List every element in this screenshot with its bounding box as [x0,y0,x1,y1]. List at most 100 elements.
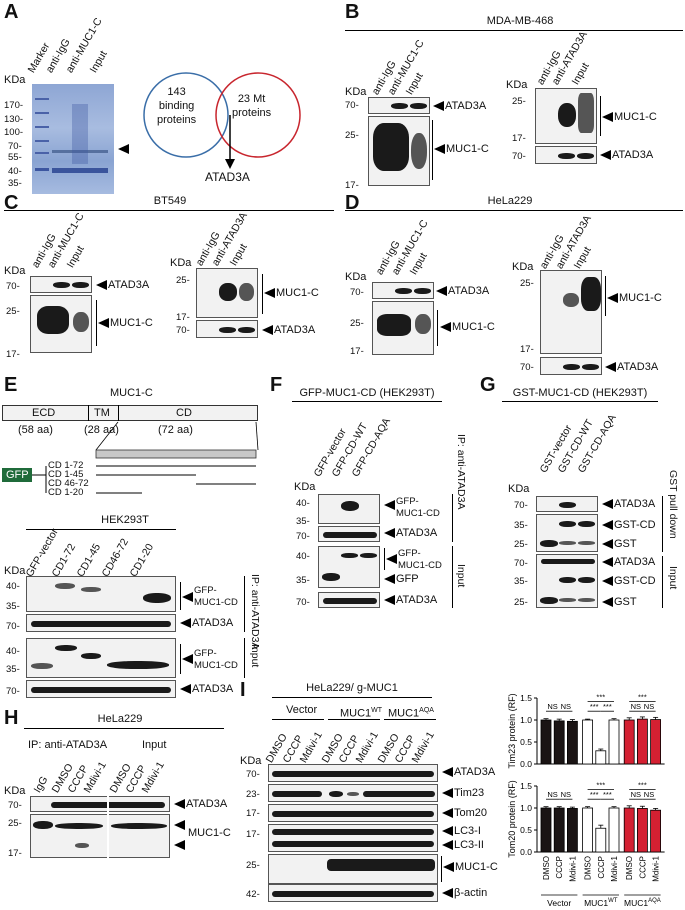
blot-strip [268,824,438,852]
group-rule [384,719,436,720]
cell-line: HEK293T [101,514,149,526]
bracket [96,300,97,346]
lane-label: Mdivi-1 [409,729,437,765]
arrow [605,362,616,372]
lane-label: Mdivi-1 [139,759,167,795]
mw-marker: 17- [176,312,190,323]
x-tick-label: DMSO [584,856,593,880]
blot-strip [196,320,258,338]
band-label: MUC1-C [188,827,231,839]
kda-label: KDa [4,74,26,86]
bar [595,750,607,765]
kda-label: KDa [345,86,367,98]
y-tick-label: 0.5 [520,825,532,835]
side-label: Input [249,644,261,668]
band-label: ATAD3A [192,617,234,629]
kda-label: KDa [345,271,367,283]
band-label: ATAD3A [186,798,228,810]
significance-label: *** [603,702,612,711]
mw-marker: 70- [176,325,190,336]
blot-strip [536,514,598,552]
mw-marker: 35- [8,178,22,189]
significance-label: *** [603,790,612,799]
bar [582,719,593,765]
arrow [182,654,193,664]
construct-label: CD 1-45 [48,469,84,480]
mw-marker: 70- [246,769,260,780]
bracket [180,582,181,610]
band-label: GST-CD [614,519,656,531]
gfp-label: GFP [6,469,29,481]
arrow [434,144,445,154]
band-label: ATAD3A [612,149,654,161]
panel-title: GFP-MUC1-CD (HEK293T) [299,387,435,399]
group-label: Vector [547,898,571,908]
band-label: ATAD3A [614,498,656,510]
arrow [442,888,453,898]
arrow [600,150,611,160]
side-rule [244,638,245,678]
mw-marker: 17- [345,180,359,191]
domain-label: ECD [32,407,56,419]
group-label: MUC1AQA [388,707,434,720]
kda-label: KDa [170,257,192,269]
title-rule [26,529,176,530]
panel-a-letter: A [4,1,19,23]
arrow [442,788,453,798]
blot-strip [540,357,602,375]
bar [608,807,620,853]
arrow [180,684,191,694]
x-tick-label: DMSO [542,856,551,880]
blot-strip [30,295,92,353]
mw-marker: 70- [520,362,534,373]
band-label: MUC1-C [452,321,495,333]
panel-title: HeLa229 [487,195,533,207]
mw-marker: 70- [345,100,359,111]
band-label: LC3-I [454,825,481,837]
arrow [607,293,618,303]
significance-label: NS [631,702,641,711]
kda-label: KDa [4,265,26,277]
blot-strip [26,614,176,632]
panel-i-letter: I [240,679,246,701]
lane-divider [107,796,109,858]
band-label: LC3-II [454,839,484,851]
blot-strip [26,576,176,612]
side-label: GST pull down [667,470,679,539]
lane-label: Mdivi-1 [81,759,109,795]
blot-strip [368,116,430,186]
side-rule [662,556,663,608]
band-label: ATAD3A [448,285,490,297]
bracket [605,276,606,316]
kda-label: KDa [4,785,26,797]
group-label: MUC1WT [340,707,383,720]
title-rule [345,30,683,31]
venn-right-text: 23 Mt proteins [232,93,272,119]
band-label: Tom20 [454,807,488,819]
lane-label: IgG [31,774,51,795]
band-label: Tim23 [454,787,485,799]
mw-marker: 35- [514,576,528,587]
bar [608,719,620,765]
mw-marker: 35- [296,516,310,527]
band-label: ATAD3A [108,279,150,291]
bracket [180,644,181,674]
band-label: ATAD3A [614,556,656,568]
band-label: MUC1-C [446,143,489,155]
bar [553,720,565,765]
mw-marker: 25- [8,818,22,829]
band-label: β-actin [454,887,488,899]
y-tick-label: 0.5 [520,737,532,747]
y-tick-label: 1.0 [520,803,532,813]
mw-marker: 170- [4,100,24,111]
mw-marker: 35- [514,520,528,531]
mw-marker: 42- [246,889,260,900]
significance-label: NS [561,702,571,711]
group-rule [328,719,380,720]
band-label: MUC1-C [455,861,498,873]
group-label: MUC1AQA [624,898,661,908]
arrow [602,499,613,509]
title-rule [502,401,658,402]
panel-title: GST-MUC1-CD (HEK293T) [512,387,648,399]
arrow [436,286,447,296]
